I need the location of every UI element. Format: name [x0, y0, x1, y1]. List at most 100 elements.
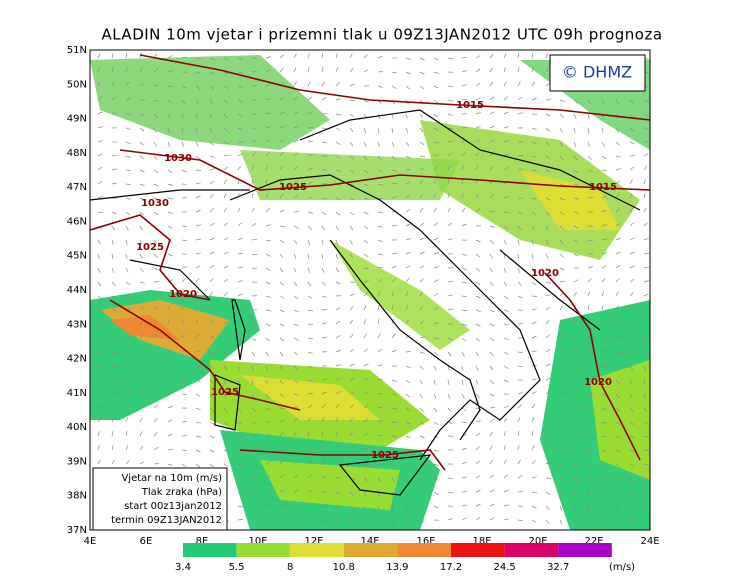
wind-arrow	[153, 333, 158, 339]
wind-arrow	[321, 253, 324, 259]
wind-arrow	[195, 252, 201, 255]
wind-arrow	[251, 421, 257, 424]
wind-arrow	[153, 239, 158, 245]
wind-arrow	[419, 365, 424, 370]
wind-arrow	[111, 53, 114, 59]
wind-arrow	[167, 55, 173, 59]
wind-arrow	[153, 155, 158, 160]
wind-arrow	[475, 446, 480, 451]
wind-arrow	[237, 99, 243, 103]
wind-arrow	[181, 85, 187, 89]
wind-arrow	[419, 85, 425, 90]
wind-arrow	[223, 155, 230, 157]
wind-arrow	[587, 477, 591, 483]
wind-arrow	[363, 432, 369, 437]
wind-arrow	[321, 475, 327, 479]
wind-arrow	[349, 67, 354, 73]
colorbar-segment	[451, 543, 505, 557]
wind-arrow	[307, 337, 313, 340]
wind-arrow	[349, 363, 355, 367]
wind-arrow	[349, 99, 356, 101]
colorbar-segment	[397, 543, 451, 557]
wind-arrow	[587, 491, 590, 497]
wind-arrow	[517, 225, 522, 231]
wind-arrow	[587, 349, 593, 353]
wind-arrow	[447, 518, 453, 521]
wind-arrow	[461, 295, 468, 297]
wind-arrow	[503, 445, 506, 451]
wind-arrow	[377, 253, 383, 256]
wind-arrow	[349, 127, 354, 133]
wind-arrow	[97, 53, 101, 59]
wind-arrow	[489, 253, 493, 259]
wind-arrow	[251, 193, 254, 199]
wind-arrow	[167, 305, 170, 311]
wind-arrow	[265, 504, 271, 507]
lat-label: 48N	[67, 148, 87, 159]
isobar-label: 1025	[211, 387, 239, 398]
wind-arrow	[573, 363, 579, 367]
wind-arrow	[615, 393, 620, 399]
wind-arrow	[559, 505, 563, 511]
wind-arrow	[489, 267, 493, 273]
wind-arrow	[363, 267, 369, 270]
wind-arrow	[139, 197, 145, 201]
wind-arrow	[531, 431, 534, 437]
wind-arrow	[573, 155, 578, 161]
wind-arrow	[307, 281, 312, 287]
wind-arrow	[223, 99, 228, 104]
wind-arrow	[601, 99, 605, 105]
wind-arrow	[503, 239, 507, 245]
wind-arrow	[223, 421, 229, 426]
wind-arrow	[265, 239, 271, 242]
wind-arrow	[419, 421, 425, 425]
wind-arrow	[475, 193, 479, 199]
wind-arrow	[153, 418, 158, 423]
wind-arrow	[629, 519, 635, 522]
wind-arrow	[279, 96, 285, 101]
wind-arrow	[293, 295, 299, 300]
wind-arrow	[139, 445, 144, 451]
wind-arrow	[629, 449, 635, 453]
wind-arrow	[223, 449, 229, 453]
colorbar-segment	[558, 543, 612, 557]
wind-arrow	[573, 211, 579, 214]
wind-arrow	[139, 239, 143, 245]
lat-label: 38N	[67, 491, 87, 502]
wind-arrow	[307, 267, 310, 273]
wind-arrow	[503, 67, 506, 73]
wind-arrow	[461, 447, 467, 451]
wind-arrow	[405, 113, 408, 119]
wind-arrow	[153, 99, 159, 102]
wind-arrow	[587, 291, 591, 297]
wind-arrow	[111, 404, 116, 409]
wind-arrow	[363, 418, 369, 423]
lat-label: 43N	[67, 319, 87, 330]
wind-arrow	[251, 365, 254, 371]
wind-arrow	[433, 154, 439, 157]
wind-arrow	[615, 319, 620, 325]
wind-arrow	[601, 519, 606, 525]
wind-arrow	[517, 267, 521, 273]
wind-arrow	[419, 71, 425, 75]
wind-arrow	[97, 365, 103, 369]
wind-arrow	[503, 365, 509, 369]
wind-arrow	[181, 113, 184, 119]
wind-arrow	[391, 291, 395, 297]
lat-label: 50N	[67, 79, 87, 90]
wind-arrow	[195, 305, 198, 311]
wind-arrow	[629, 99, 634, 104]
wind-arrow	[573, 333, 577, 339]
wind-arrow	[223, 306, 228, 311]
wind-arrow	[279, 517, 285, 521]
wind-arrow	[265, 126, 271, 129]
wind-arrow	[405, 421, 411, 425]
wind-arrow	[545, 155, 551, 160]
wind-arrow	[475, 337, 481, 342]
wind-arrow	[111, 351, 118, 353]
wind-arrow	[279, 351, 284, 357]
wind-arrow	[195, 463, 201, 468]
wind-arrow	[335, 169, 341, 172]
wind-arrow	[97, 405, 103, 409]
wind-arrow	[503, 351, 509, 355]
